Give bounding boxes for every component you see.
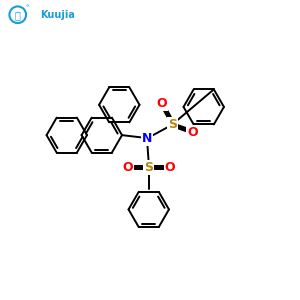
Text: S: S <box>144 161 153 174</box>
Text: Kuujia: Kuujia <box>40 10 75 20</box>
Text: Ⓚ: Ⓚ <box>15 10 21 20</box>
Text: S: S <box>168 118 177 131</box>
Text: O: O <box>157 97 167 110</box>
Text: O: O <box>122 161 133 174</box>
Text: °: ° <box>26 5 29 11</box>
Text: O: O <box>188 126 198 139</box>
Text: N: N <box>142 132 152 145</box>
Text: O: O <box>165 161 176 174</box>
